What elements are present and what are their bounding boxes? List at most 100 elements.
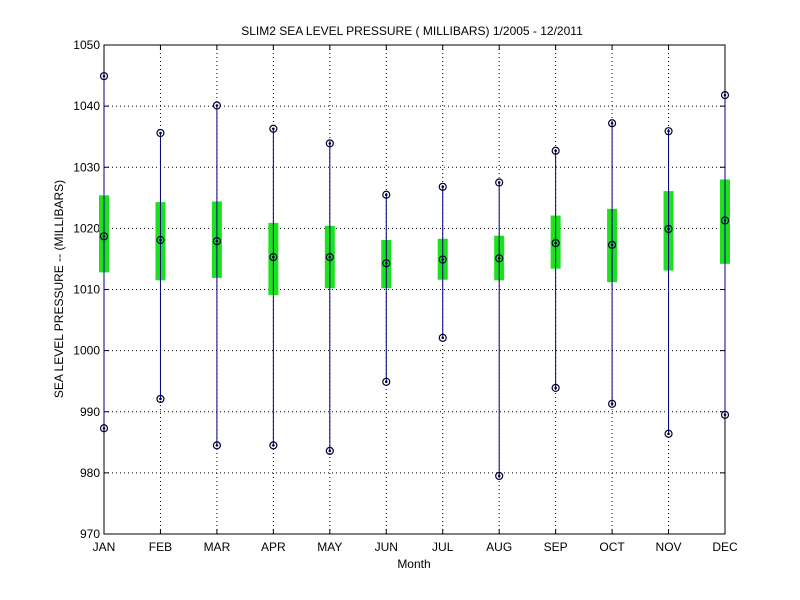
mean-marker-ring: [325, 253, 334, 262]
mean-marker-ring: [438, 255, 447, 264]
month-box-jan: [99, 72, 109, 433]
chart-title: SLIM2 SEA LEVEL PRESSURE ( MILLIBARS) 1/…: [241, 24, 583, 38]
mean-marker-dot: [215, 239, 219, 243]
max-marker-dot: [610, 121, 614, 125]
min-marker: [269, 441, 278, 450]
y-axis-label: SEA LEVEL PRESSURE -- (MILLIBARS): [52, 180, 66, 398]
max-marker-ring: [99, 72, 109, 81]
mean-marker-dot: [441, 258, 445, 261]
min-marker-ring: [438, 333, 447, 342]
mean-marker-ring: [664, 224, 673, 234]
mean-marker: [156, 235, 165, 245]
y-tick-label: 980: [80, 466, 100, 480]
mean-marker: [269, 253, 278, 262]
month-box-may: [324, 139, 335, 455]
y-tick-label: 1020: [73, 221, 100, 235]
x-tick-label: MAR: [204, 540, 231, 554]
max-marker-ring: [664, 127, 673, 136]
month-box-aug: [494, 178, 505, 481]
min-marker: [325, 446, 334, 455]
min-marker: [664, 429, 673, 438]
y-tick-label: 1000: [73, 344, 100, 358]
min-marker-dot: [723, 413, 727, 417]
max-marker-dot: [667, 129, 670, 133]
mean-marker-ring: [269, 253, 278, 262]
x-tick-label: DEC: [712, 540, 738, 554]
mean-marker-ring: [212, 237, 222, 246]
month-box-sep: [550, 146, 561, 393]
y-tick-label: 1040: [73, 99, 100, 113]
mean-marker-dot: [554, 241, 557, 245]
min-marker: [99, 424, 109, 433]
min-marker-dot: [272, 444, 275, 447]
mean-marker-ring: [720, 216, 730, 225]
y-tick-label: 1030: [73, 160, 100, 174]
max-marker-dot: [328, 142, 332, 145]
max-marker-ring: [720, 91, 730, 100]
min-marker-dot: [441, 336, 445, 340]
min-marker-ring: [495, 471, 504, 481]
max-marker-ring: [438, 182, 447, 191]
mean-marker-ring: [156, 235, 165, 245]
max-marker: [720, 91, 730, 100]
mean-marker-ring: [607, 240, 617, 249]
min-marker-dot: [328, 449, 332, 453]
mean-marker-dot: [723, 219, 727, 222]
min-marker-ring: [607, 399, 617, 408]
min-marker-ring: [664, 429, 673, 438]
min-marker: [720, 410, 730, 419]
max-marker-dot: [159, 131, 162, 135]
mean-marker: [664, 224, 673, 234]
mean-marker-ring: [99, 232, 109, 241]
mean-marker: [99, 232, 109, 241]
mean-marker-dot: [610, 243, 614, 247]
max-marker-dot: [272, 127, 275, 131]
min-marker: [382, 377, 391, 386]
max-marker-ring: [495, 178, 504, 187]
mean-marker-dot: [102, 235, 106, 238]
min-marker-dot: [497, 474, 501, 478]
mean-marker-ring: [495, 254, 504, 263]
max-marker: [607, 119, 617, 128]
mean-marker-dot: [159, 238, 162, 242]
month-box-feb: [155, 128, 166, 404]
max-marker-dot: [554, 149, 557, 153]
min-marker: [438, 333, 447, 342]
min-marker-ring: [551, 383, 560, 393]
data-marks: [99, 72, 730, 481]
mean-marker-ring: [551, 238, 560, 248]
min-marker: [551, 383, 560, 393]
max-marker-ring: [156, 128, 165, 138]
max-marker: [325, 139, 334, 148]
max-marker: [664, 127, 673, 136]
min-marker: [607, 399, 617, 408]
y-tick-label: 1010: [73, 283, 100, 297]
max-marker: [382, 190, 391, 199]
min-marker-ring: [269, 441, 278, 450]
min-marker-dot: [102, 426, 106, 430]
grid-lines: [104, 45, 725, 534]
min-marker-ring: [325, 446, 334, 455]
min-marker-dot: [215, 444, 219, 447]
min-marker-ring: [382, 377, 391, 386]
x-tick-label: AUG: [486, 540, 512, 554]
max-marker-ring: [551, 146, 560, 155]
x-tick-label: OCT: [599, 540, 625, 554]
min-marker-dot: [159, 397, 162, 401]
x-tick-label: JUN: [375, 540, 398, 554]
max-marker: [551, 146, 560, 155]
x-tick-label: NOV: [656, 540, 682, 554]
y-tick-label: 990: [80, 405, 100, 419]
max-marker-ring: [382, 190, 391, 199]
month-box-mar: [211, 101, 222, 450]
max-marker-dot: [723, 93, 727, 97]
x-tick-label: JAN: [93, 540, 116, 554]
x-tick-label: JUL: [432, 540, 454, 554]
mean-marker-dot: [328, 255, 332, 259]
min-marker-ring: [99, 424, 109, 433]
max-marker: [99, 72, 109, 81]
month-box-dec: [720, 91, 730, 419]
max-marker-ring: [325, 139, 334, 148]
max-marker-ring: [212, 101, 222, 110]
x-tick-label: MAY: [317, 540, 342, 554]
